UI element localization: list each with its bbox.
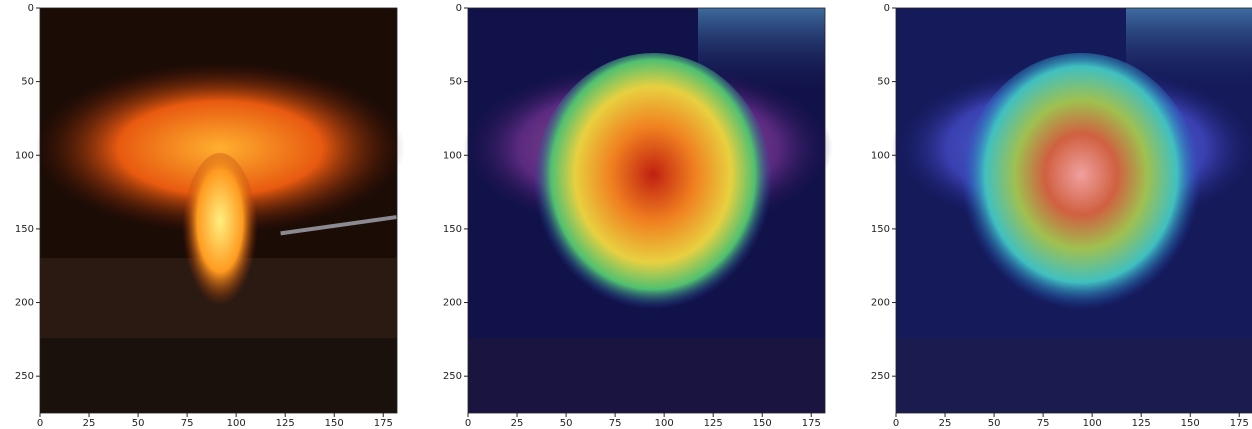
x-tick-label: 25 xyxy=(83,418,96,429)
x-tick-label: 175 xyxy=(1230,418,1249,429)
x-tick-label: 150 xyxy=(325,418,344,429)
x-tick-label: 50 xyxy=(132,418,145,429)
y-tick-label: 200 xyxy=(443,298,462,309)
x-tick-label: 100 xyxy=(655,418,674,429)
x-tick-label: 100 xyxy=(227,418,246,429)
y-tick-label: 100 xyxy=(15,150,34,161)
x-tick-label: 0 xyxy=(37,418,43,429)
x-tick-label: 50 xyxy=(560,418,573,429)
y-tick-label: 50 xyxy=(877,77,890,88)
x-tick-label: 125 xyxy=(704,418,723,429)
y-tick-label: 150 xyxy=(871,224,890,235)
y-tick-label: 150 xyxy=(15,224,34,235)
y-tick-label: 250 xyxy=(15,371,34,382)
x-tick-label: 175 xyxy=(802,418,821,429)
y-tick-label: 50 xyxy=(21,77,34,88)
x-tick-label: 125 xyxy=(276,418,295,429)
x-tick-label: 0 xyxy=(465,418,471,429)
y-tick-label: 0 xyxy=(456,3,462,14)
x-tick-label: 100 xyxy=(1083,418,1102,429)
x-tick-label: 75 xyxy=(181,418,194,429)
x-tick-label: 25 xyxy=(511,418,524,429)
y-tick-label: 0 xyxy=(884,3,890,14)
image-heatmap-a xyxy=(463,8,833,413)
x-tick-label: 50 xyxy=(988,418,1001,429)
axes-frame xyxy=(467,7,826,414)
y-tick-label: 250 xyxy=(443,371,462,382)
axes-frame xyxy=(39,7,398,414)
image-fire xyxy=(35,8,405,413)
y-tick-label: 200 xyxy=(15,298,34,309)
x-tick-label: 150 xyxy=(1181,418,1200,429)
y-tick-label: 100 xyxy=(871,150,890,161)
x-tick-label: 75 xyxy=(609,418,622,429)
x-tick-label: 150 xyxy=(753,418,772,429)
y-tick-label: 250 xyxy=(871,371,890,382)
y-tick-label: 50 xyxy=(449,77,462,88)
image-heatmap-b xyxy=(891,8,1252,413)
y-tick-label: 200 xyxy=(871,298,890,309)
x-tick-label: 0 xyxy=(893,418,899,429)
y-tick-label: 0 xyxy=(28,3,34,14)
x-tick-label: 125 xyxy=(1132,418,1151,429)
y-tick-label: 100 xyxy=(443,150,462,161)
x-tick-label: 175 xyxy=(374,418,393,429)
x-tick-label: 75 xyxy=(1037,418,1050,429)
x-tick-label: 25 xyxy=(939,418,952,429)
axes-frame xyxy=(895,7,1252,414)
y-tick-label: 150 xyxy=(443,224,462,235)
